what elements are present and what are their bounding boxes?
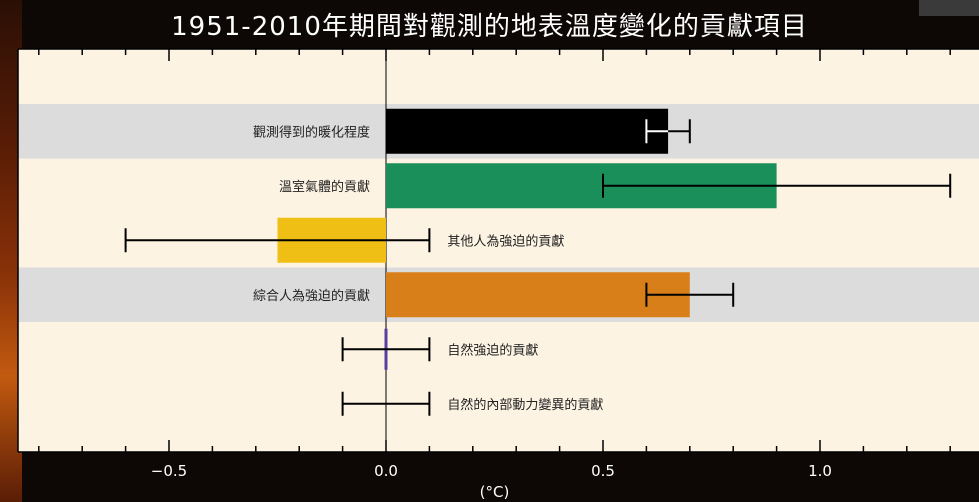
bar [386,272,690,318]
background-corner [919,0,979,16]
x-tick-label: 0.5 [591,462,615,480]
category-label: 自然強迫的貢獻 [447,342,538,358]
category-label: 其他人為強迫的貢獻 [447,233,564,249]
category-label: 自然的內部動力變異的貢獻 [447,397,603,413]
category-label: 觀測得到的暖化程度 [253,124,370,140]
background-image-edge [0,0,22,502]
bar [386,108,669,154]
chart-title: 1951-2010年期間對觀測的地表溫度變化的貢獻項目 [171,12,808,42]
x-tick-label: −0.5 [151,462,187,480]
category-label: 綜合人為強迫的貢獻 [253,288,370,304]
category-label: 溫室氣體的貢獻 [279,179,370,195]
x-axis-label: (°C) [480,483,510,501]
x-tick-label: 1.0 [808,462,832,480]
x-tick-label: 0.0 [374,462,398,480]
